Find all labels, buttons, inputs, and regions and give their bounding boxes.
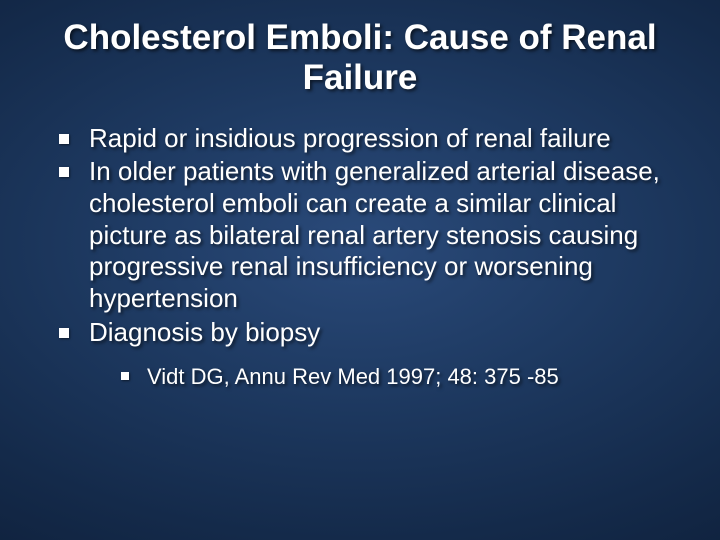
bullet-list: Rapid or insidious progression of renal …: [55, 123, 665, 391]
sub-bullet-text: Vidt DG, Annu Rev Med 1997; 48: 375 -85: [147, 364, 559, 389]
slide: Cholesterol Emboli: Cause of Renal Failu…: [0, 0, 720, 540]
bullet-text: In older patients with generalized arter…: [89, 156, 660, 313]
bullet-item: Diagnosis by biopsy Vidt DG, Annu Rev Me…: [55, 317, 665, 390]
slide-body: Rapid or insidious progression of renal …: [0, 99, 720, 391]
bullet-text: Rapid or insidious progression of renal …: [89, 123, 611, 153]
bullet-item: Rapid or insidious progression of renal …: [55, 123, 665, 155]
sub-bullet-list: Vidt DG, Annu Rev Med 1997; 48: 375 -85: [89, 363, 665, 391]
sub-bullet-item: Vidt DG, Annu Rev Med 1997; 48: 375 -85: [117, 363, 665, 391]
slide-title: Cholesterol Emboli: Cause of Renal Failu…: [0, 0, 720, 99]
bullet-text: Diagnosis by biopsy: [89, 317, 320, 347]
bullet-item: In older patients with generalized arter…: [55, 156, 665, 315]
